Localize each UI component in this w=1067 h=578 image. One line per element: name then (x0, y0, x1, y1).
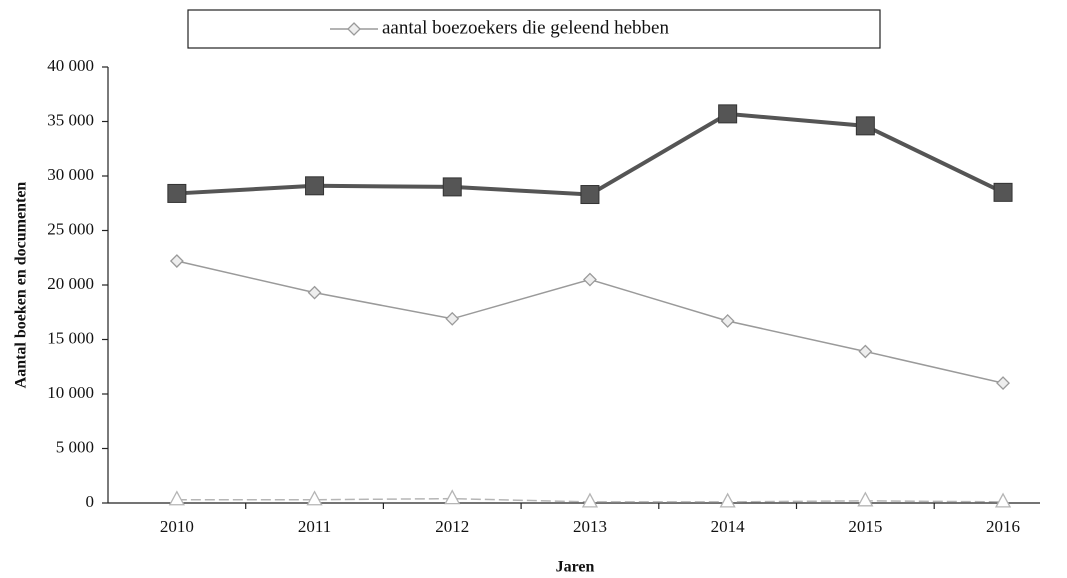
series-marker (583, 272, 597, 287)
y-tick-label: 10 000 (47, 383, 94, 402)
series-marker (857, 491, 874, 507)
series-marker (445, 311, 460, 326)
y-tick-label: 40 000 (47, 56, 94, 75)
series-marker (580, 185, 600, 205)
series-marker (855, 116, 875, 136)
series-marker (719, 492, 736, 508)
series-marker (306, 490, 323, 506)
y-tick-label: 35 000 (47, 110, 94, 129)
y-tick-label: 5 000 (56, 437, 94, 456)
series-marker (994, 492, 1012, 508)
series-marker (996, 376, 1010, 391)
x-tick-label: 2014 (711, 517, 746, 536)
y-tick-label: 15 000 (47, 328, 94, 347)
series-marker (993, 182, 1013, 202)
series-marker (858, 344, 873, 359)
y-tick-label: 0 (86, 492, 95, 511)
x-tick-label: 2015 (848, 517, 882, 536)
series-line (176, 111, 1004, 197)
y-tick-label: 20 000 (47, 274, 94, 293)
series-marker (581, 492, 599, 508)
x-tick-label: 2011 (298, 517, 331, 536)
y-tick-label: 25 000 (47, 219, 94, 238)
series-marker (169, 254, 184, 268)
y-tick-label: 30 000 (47, 165, 94, 184)
legend-label: aantal boezoekers die geleend hebben (382, 17, 669, 38)
y-axis-title: Aantal boeken en documenten (13, 182, 30, 389)
series-marker (718, 104, 738, 124)
legend-marker (347, 22, 361, 36)
x-tick-label: 2013 (573, 517, 607, 536)
x-tick-label: 2010 (160, 517, 194, 536)
legend-box (187, 9, 881, 49)
series-marker (167, 183, 187, 203)
series-marker (720, 314, 735, 328)
x-tick-label: 2012 (435, 517, 469, 536)
series-marker (305, 176, 325, 196)
x-axis-title: Jaren (556, 559, 595, 576)
series-marker (168, 490, 185, 506)
series-marker (307, 285, 322, 300)
series-marker (442, 177, 462, 197)
series-marker (444, 489, 461, 505)
x-tick-label: 2016 (986, 517, 1020, 536)
